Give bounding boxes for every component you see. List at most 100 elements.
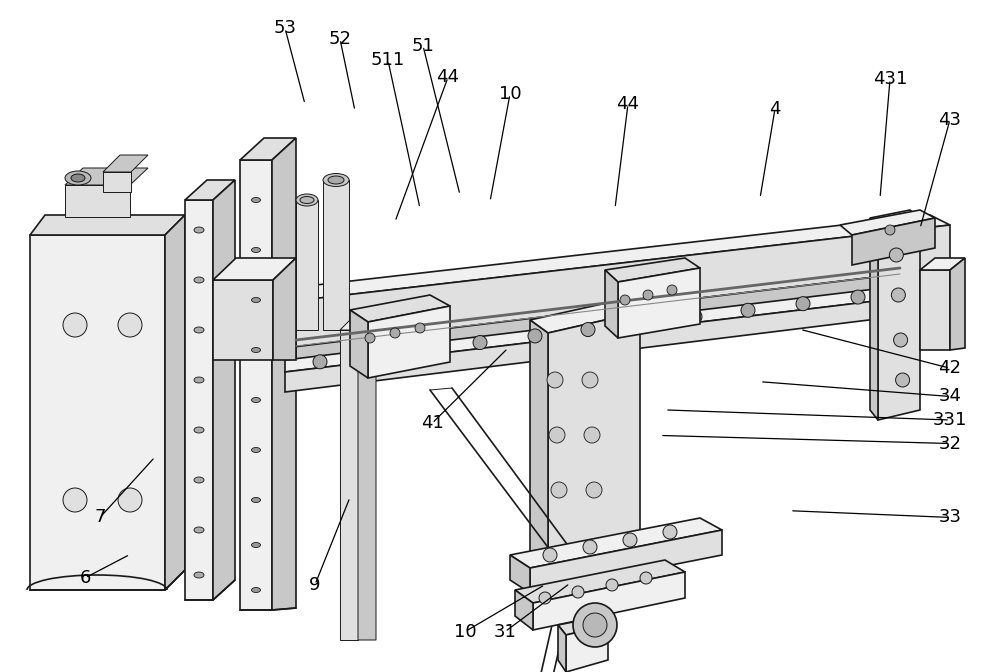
Bar (296, 200, 318, 330)
Bar (30, 235, 165, 590)
Ellipse shape (300, 196, 314, 204)
Polygon shape (533, 572, 685, 630)
Circle shape (421, 342, 435, 355)
Polygon shape (920, 258, 965, 270)
Circle shape (543, 548, 557, 562)
Polygon shape (870, 210, 920, 228)
Circle shape (889, 248, 903, 262)
Text: 4: 4 (769, 100, 781, 118)
Polygon shape (272, 215, 950, 302)
Text: 42: 42 (938, 360, 962, 377)
Bar (323, 180, 349, 330)
Circle shape (473, 335, 487, 349)
Bar (920, 270, 950, 350)
Ellipse shape (252, 448, 260, 452)
Circle shape (635, 316, 649, 330)
Circle shape (586, 482, 602, 498)
Polygon shape (878, 218, 920, 420)
Polygon shape (870, 218, 878, 420)
Polygon shape (566, 625, 608, 672)
Circle shape (894, 333, 908, 347)
Circle shape (583, 540, 597, 554)
Polygon shape (350, 295, 450, 322)
Polygon shape (273, 258, 296, 360)
Polygon shape (510, 555, 530, 593)
Ellipse shape (65, 171, 91, 185)
Text: 33: 33 (938, 509, 962, 526)
Ellipse shape (252, 198, 260, 202)
Polygon shape (30, 215, 185, 235)
Text: 32: 32 (938, 435, 962, 452)
Ellipse shape (71, 174, 85, 182)
Ellipse shape (194, 572, 204, 578)
Polygon shape (558, 617, 608, 635)
Circle shape (528, 329, 542, 343)
Polygon shape (340, 312, 376, 330)
Circle shape (581, 323, 595, 337)
Ellipse shape (252, 347, 260, 353)
Text: 51: 51 (412, 37, 434, 54)
Text: 31: 31 (494, 623, 516, 640)
Circle shape (885, 225, 895, 235)
Polygon shape (950, 258, 965, 350)
Polygon shape (285, 268, 950, 362)
Polygon shape (185, 180, 235, 200)
Circle shape (573, 603, 617, 647)
Circle shape (313, 355, 327, 369)
Ellipse shape (194, 527, 204, 533)
Circle shape (620, 295, 630, 305)
Circle shape (663, 525, 677, 539)
Circle shape (549, 427, 565, 443)
Circle shape (582, 372, 598, 388)
Text: 10: 10 (454, 623, 476, 640)
Circle shape (551, 482, 567, 498)
Ellipse shape (252, 247, 260, 253)
Ellipse shape (194, 427, 204, 433)
Ellipse shape (252, 587, 260, 593)
Bar (185, 200, 213, 600)
Circle shape (368, 348, 382, 362)
Polygon shape (285, 225, 950, 348)
Polygon shape (515, 590, 533, 630)
Polygon shape (213, 180, 235, 600)
Text: 6: 6 (79, 569, 91, 587)
Circle shape (741, 303, 755, 317)
Circle shape (63, 488, 87, 512)
Circle shape (390, 328, 400, 338)
Text: 7: 7 (94, 509, 106, 526)
Circle shape (643, 290, 653, 300)
Ellipse shape (252, 398, 260, 403)
Circle shape (623, 533, 637, 547)
Bar (103, 172, 131, 192)
Polygon shape (368, 306, 450, 378)
Circle shape (63, 313, 87, 337)
Bar (240, 160, 272, 610)
Polygon shape (558, 625, 566, 672)
Bar (340, 330, 358, 640)
Bar (65, 185, 130, 217)
Text: 331: 331 (933, 411, 967, 429)
Text: 53: 53 (274, 19, 296, 37)
Polygon shape (165, 215, 185, 590)
Text: 10: 10 (499, 85, 521, 103)
Ellipse shape (252, 298, 260, 302)
Text: 9: 9 (309, 576, 321, 593)
Polygon shape (103, 155, 148, 172)
Ellipse shape (194, 377, 204, 383)
Ellipse shape (252, 497, 260, 503)
Polygon shape (605, 258, 700, 282)
Ellipse shape (323, 173, 349, 187)
Text: 52: 52 (328, 30, 352, 48)
Ellipse shape (194, 227, 204, 233)
Polygon shape (285, 280, 950, 372)
Polygon shape (852, 218, 935, 265)
Polygon shape (65, 168, 148, 185)
Circle shape (539, 592, 551, 604)
Circle shape (365, 333, 375, 343)
Polygon shape (285, 292, 950, 392)
Polygon shape (240, 138, 296, 160)
Circle shape (891, 288, 905, 302)
Ellipse shape (296, 194, 318, 206)
Circle shape (796, 296, 810, 310)
Polygon shape (840, 210, 935, 235)
